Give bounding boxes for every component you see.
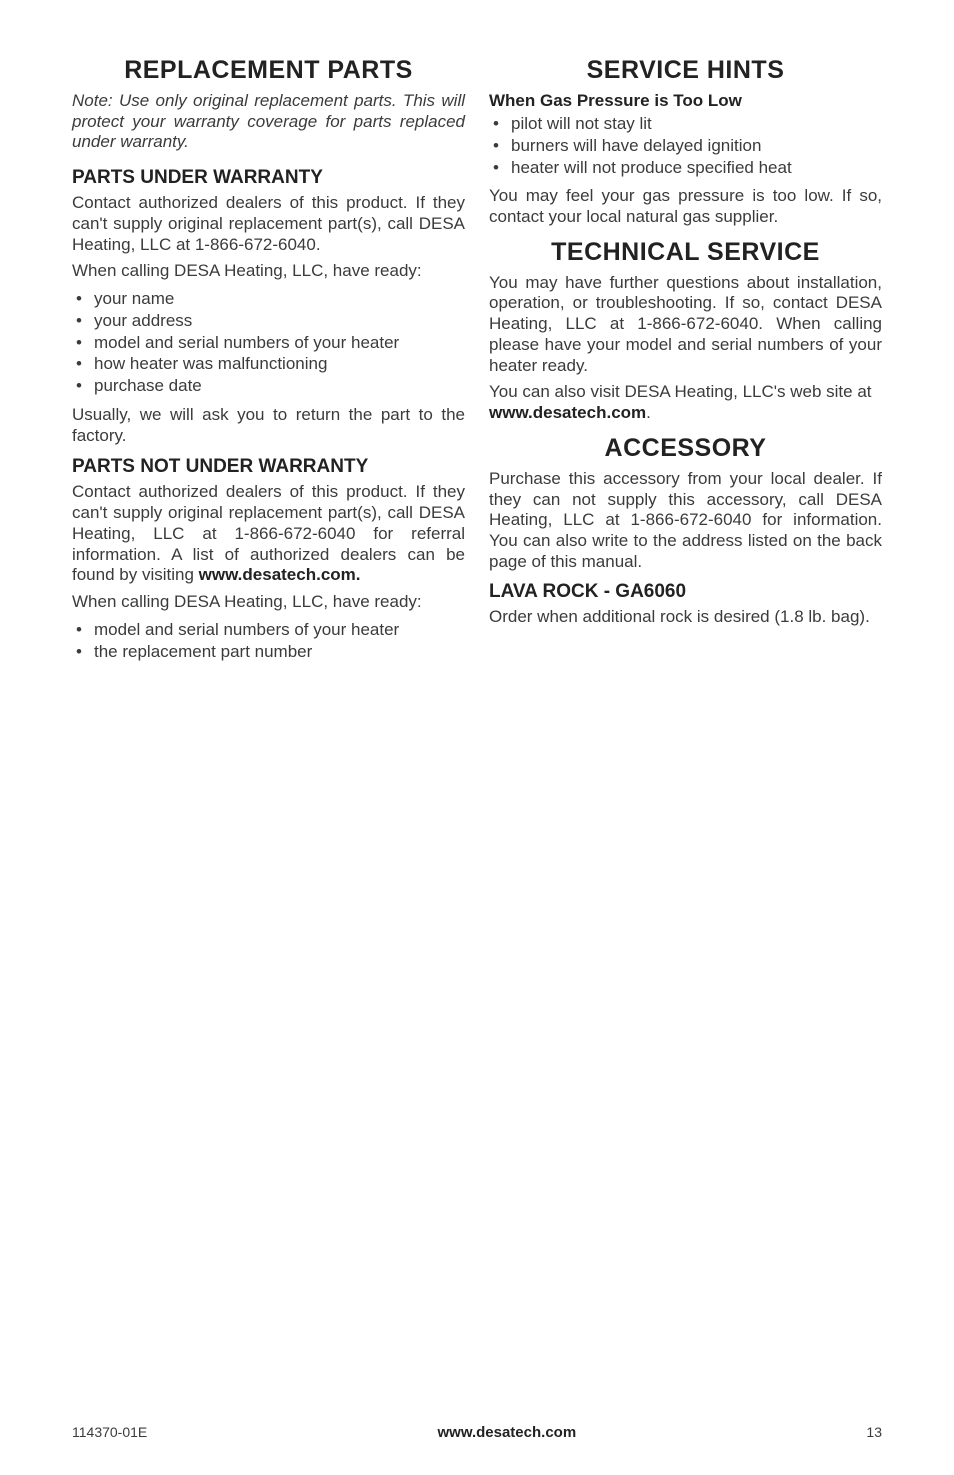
replacement-parts-title: REPLACEMENT PARTS xyxy=(72,56,465,85)
desatech-link-text: www.desatech.com xyxy=(489,403,646,422)
list-item: model and serial numbers of your heater xyxy=(72,619,465,641)
list-item: your address xyxy=(72,310,465,332)
list-item: burners will have delayed ignition xyxy=(489,135,882,157)
lava-rock-heading: LAVA ROCK - GA6060 xyxy=(489,581,882,603)
puw-list: your name your address model and serial … xyxy=(72,288,465,397)
pnuw-paragraph-1: Contact authorized dealers of this produ… xyxy=(72,482,465,586)
service-hints-paragraph: You may feel your gas pressure is too lo… xyxy=(489,186,882,227)
accessory-paragraph-2: Order when additional rock is desired (1… xyxy=(489,607,882,628)
puw-paragraph-2: When calling DESA Heating, LLC, have rea… xyxy=(72,261,465,282)
list-item: how heater was malfunctioning xyxy=(72,353,465,375)
left-column: REPLACEMENT PARTS Note: Use only origina… xyxy=(72,56,465,670)
parts-not-under-warranty-heading: PARTS NOT UNDER WARRANTY xyxy=(72,456,465,478)
pnuw-list: model and serial numbers of your heater … xyxy=(72,619,465,663)
parts-under-warranty-heading: PARTS UNDER WARRANTY xyxy=(72,167,465,189)
service-hints-list: pilot will not stay lit burners will hav… xyxy=(489,113,882,178)
service-hints-title: SERVICE HINTS xyxy=(489,56,882,85)
list-item: your name xyxy=(72,288,465,310)
accessory-paragraph-1: Purchase this accessory from your local … xyxy=(489,469,882,573)
footer-doc-id: 114370-01E xyxy=(72,1424,147,1440)
desatech-link-text: www.desatech.com. xyxy=(199,565,361,584)
list-item: the replacement part number xyxy=(72,641,465,663)
technical-service-title: TECHNICAL SERVICE xyxy=(489,238,882,267)
gas-pressure-lead: When Gas Pressure is Too Low xyxy=(489,91,882,111)
puw-paragraph-1: Contact authorized dealers of this produ… xyxy=(72,193,465,255)
right-column: SERVICE HINTS When Gas Pressure is Too L… xyxy=(489,56,882,670)
tech-p2-period: . xyxy=(646,403,651,422)
accessory-title: ACCESSORY xyxy=(489,434,882,463)
tech-paragraph-1: You may have further questions about ins… xyxy=(489,273,882,377)
footer-page-number: 13 xyxy=(866,1424,882,1440)
pnuw-paragraph-2: When calling DESA Heating, LLC, have rea… xyxy=(72,592,465,613)
tech-p2-text: You can also visit DESA Heating, LLC's w… xyxy=(489,382,872,401)
footer-url: www.desatech.com xyxy=(438,1424,577,1441)
list-item: purchase date xyxy=(72,375,465,397)
list-item: heater will not produce specified heat xyxy=(489,157,882,179)
puw-paragraph-3: Usually, we will ask you to return the p… xyxy=(72,405,465,446)
list-item: pilot will not stay lit xyxy=(489,113,882,135)
page-footer: 114370-01E www.desatech.com 13 xyxy=(72,1424,882,1441)
two-column-layout: REPLACEMENT PARTS Note: Use only origina… xyxy=(72,56,882,670)
tech-paragraph-2: You can also visit DESA Heating, LLC's w… xyxy=(489,382,882,423)
list-item: model and serial numbers of your heater xyxy=(72,332,465,354)
replacement-note: Note: Use only original replacement part… xyxy=(72,91,465,153)
